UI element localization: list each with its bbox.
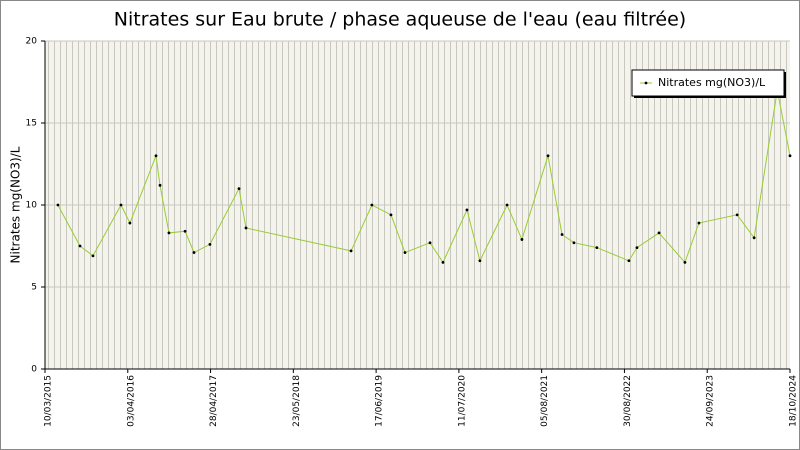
data-point	[403, 251, 407, 254]
y-axis-label: Nitrates mg(NO3)/L	[9, 146, 23, 263]
x-tick-label: 23/05/2018	[292, 375, 302, 427]
chart-title: Nitrates sur Eau brute / phase aqueuse d…	[114, 9, 686, 31]
y-tick-label: 5	[31, 283, 37, 293]
data-point	[505, 203, 509, 207]
data-point	[158, 183, 162, 187]
data-point	[389, 213, 393, 217]
data-point	[657, 231, 661, 235]
x-tick-label: 18/10/2024	[789, 375, 799, 427]
legend-marker	[644, 81, 648, 85]
x-tick-label: 11/07/2020	[457, 375, 467, 427]
data-point	[683, 261, 687, 264]
data-point	[520, 238, 524, 241]
y-tick-label: 0	[31, 365, 37, 375]
data-point	[237, 187, 241, 191]
data-point	[167, 231, 171, 235]
data-point	[56, 203, 60, 207]
x-tick-label: 17/06/2019	[375, 375, 385, 427]
data-point	[627, 259, 631, 263]
x-tick-label: 10/03/2015	[44, 375, 54, 427]
data-point	[244, 226, 248, 230]
x-tick-label: 28/04/2017	[209, 375, 219, 427]
data-point	[119, 203, 123, 207]
y-tick-label: 15	[26, 119, 37, 129]
data-point	[208, 242, 212, 246]
data-point	[697, 221, 701, 225]
legend-box	[631, 69, 785, 97]
data-point	[91, 254, 95, 258]
data-point	[78, 244, 82, 248]
x-tick-label: 30/08/2022	[623, 375, 633, 427]
data-point	[478, 259, 482, 263]
data-point	[560, 233, 564, 236]
data-point	[752, 236, 756, 240]
data-point	[465, 208, 469, 212]
x-tick-label: 05/08/2021	[540, 375, 550, 427]
data-point	[349, 249, 353, 253]
data-point	[128, 221, 132, 225]
data-point	[441, 261, 445, 264]
legend-label: Nitrates mg(NO3)/L	[658, 76, 766, 89]
data-point	[635, 246, 639, 250]
x-tick-label: 03/04/2016	[126, 375, 136, 427]
data-point	[183, 229, 187, 233]
data-point	[192, 251, 196, 254]
data-point	[788, 154, 792, 158]
y-tick-label: 20	[26, 37, 38, 47]
data-point	[428, 241, 432, 245]
data-point	[572, 241, 576, 245]
x-tick-label: 24/09/2023	[706, 375, 716, 427]
data-point	[595, 246, 599, 250]
y-tick-label: 10	[26, 201, 38, 211]
data-point	[735, 213, 739, 217]
data-point	[370, 203, 374, 207]
data-point	[546, 154, 550, 158]
data-point	[154, 154, 158, 158]
data-line	[57, 90, 791, 264]
